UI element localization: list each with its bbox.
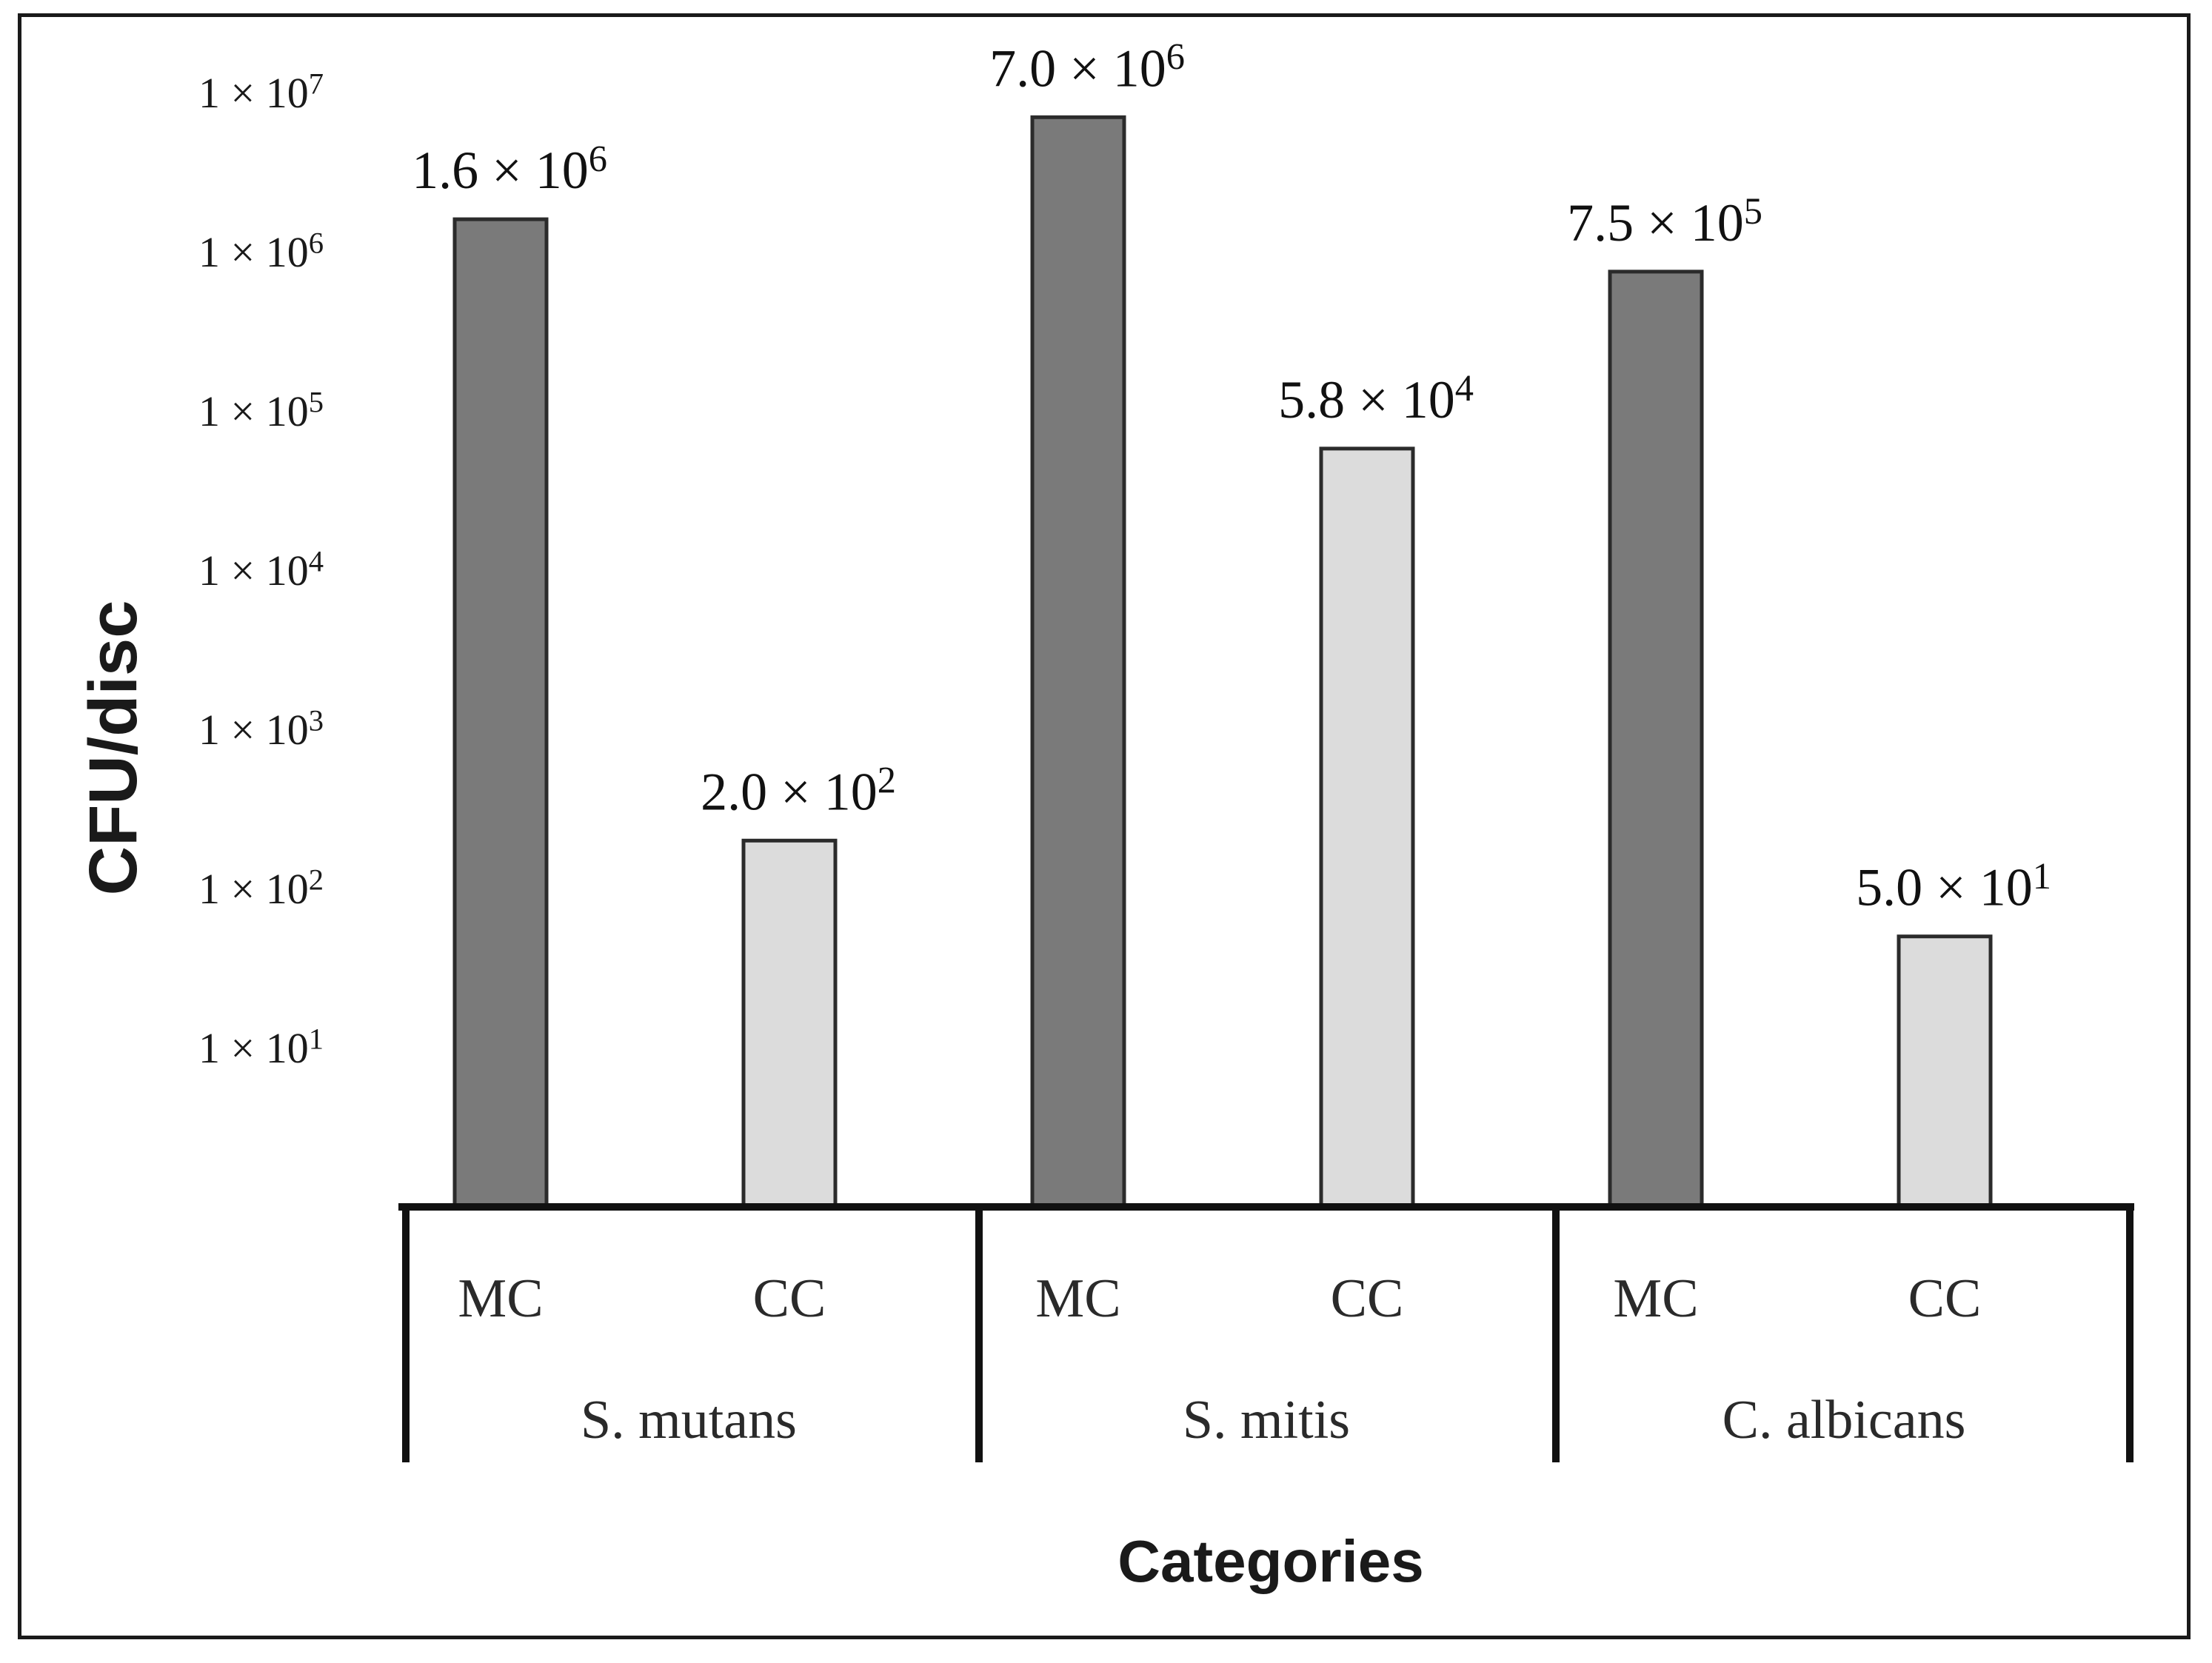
data-label-exp: 1 (2033, 855, 2051, 897)
y-tick-label: 1 × 102 (198, 863, 324, 913)
data-label-base: 5.0 × 10 (1856, 858, 2033, 917)
x-axis-title: Categories (1117, 1528, 1423, 1594)
y-tick-label-exp: 2 (309, 863, 324, 897)
group-label: S. mutans (581, 1390, 797, 1450)
y-tick-label: 1 × 101 (198, 1023, 324, 1072)
y-tick-label-base: 1 × 10 (198, 546, 309, 595)
group-label: S. mitis (1183, 1390, 1350, 1450)
y-tick-label-base: 1 × 10 (198, 228, 309, 276)
bar-c-albicans-mc (1608, 270, 1704, 1209)
data-label-exp: 6 (589, 138, 607, 179)
y-tick-label: 1 × 105 (198, 386, 324, 435)
bar-s-mutans-mc (452, 217, 549, 1209)
x-axis-table: MC CC MC CC MC CC S. mutans S. mitis C. albicans (398, 1203, 2134, 1462)
category-label: MC (1613, 1268, 1698, 1329)
y-tick-label-exp: 7 (309, 67, 324, 101)
data-label-base: 7.0 × 10 (989, 39, 1166, 98)
data-label: 5.8 × 104 (1278, 367, 1474, 429)
y-tick-label-base: 1 × 10 (198, 1024, 309, 1072)
y-axis-title: CFU/disc (76, 600, 151, 896)
data-label: 1.6 × 106 (412, 138, 607, 200)
data-label-base: 1.6 × 10 (412, 141, 589, 200)
y-tick-label-exp: 1 (309, 1023, 324, 1056)
data-label: 7.0 × 106 (989, 36, 1185, 98)
y-tick-label-base: 1 × 10 (198, 387, 309, 435)
bar-s-mutans-cc (741, 838, 838, 1209)
data-label: 2.0 × 102 (701, 760, 896, 822)
category-label: CC (1908, 1268, 1982, 1329)
y-tick-label: 1 × 104 (198, 545, 324, 595)
data-label-exp: 4 (1455, 367, 1474, 409)
y-tick-label: 1 × 106 (198, 227, 324, 276)
y-tick-label: 1 × 103 (198, 704, 324, 754)
category-label: CC (1331, 1268, 1404, 1329)
y-tick-label-exp: 3 (309, 704, 324, 737)
data-label-exp: 2 (878, 760, 896, 801)
y-tick-label-base: 1 × 10 (198, 69, 309, 117)
group-label: C. albicans (1723, 1390, 1966, 1450)
bar-s-mitis-mc (1030, 115, 1126, 1209)
y-tick-label-base: 1 × 10 (198, 706, 309, 754)
data-label-base: 2.0 × 10 (701, 762, 878, 821)
y-tick-label-exp: 4 (309, 545, 324, 578)
data-label-base: 7.5 × 10 (1567, 193, 1744, 252)
y-tick-label-exp: 5 (309, 386, 324, 419)
category-label: MC (458, 1268, 543, 1329)
category-label: CC (753, 1268, 826, 1329)
data-label-base: 5.8 × 10 (1278, 370, 1455, 429)
category-label: MC (1035, 1268, 1120, 1329)
bar-c-albicans-cc (1897, 934, 1993, 1209)
data-label-exp: 6 (1166, 36, 1185, 78)
data-label-exp: 5 (1744, 190, 1762, 232)
data-label: 5.0 × 101 (1856, 855, 2051, 917)
bar-s-mitis-cc (1319, 446, 1415, 1209)
y-tick-label-base: 1 × 10 (198, 865, 309, 913)
y-tick-label: 1 × 107 (198, 67, 324, 117)
y-tick-label-exp: 6 (309, 227, 324, 260)
data-label: 7.5 × 105 (1567, 190, 1762, 252)
